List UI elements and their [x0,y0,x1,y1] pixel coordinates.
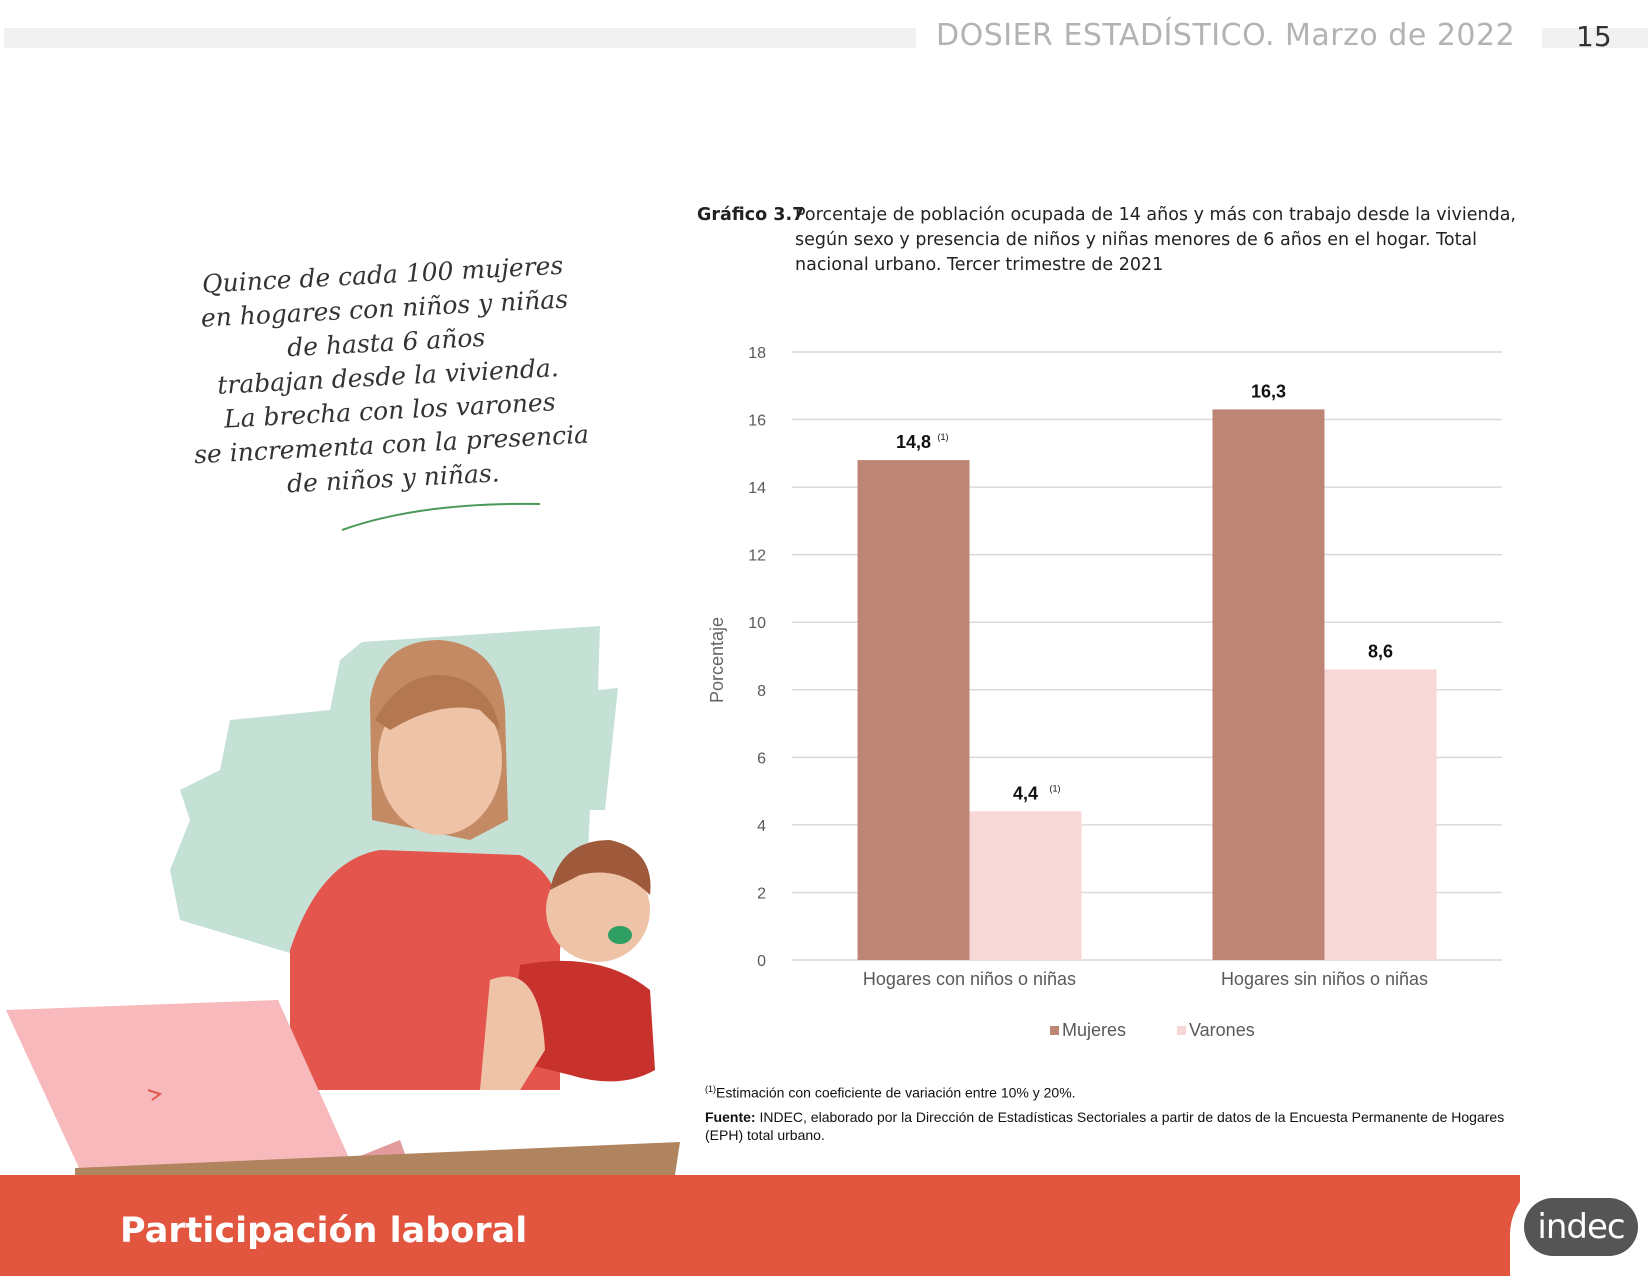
data-label: 14,8 [896,432,931,452]
y-tick-label: 10 [748,615,766,632]
data-label: 4,4 [1013,783,1038,803]
y-tick-label: 18 [748,345,766,362]
section-title: Participación laboral [120,1211,528,1251]
y-tick-label: 12 [748,548,766,565]
y-tick-label: 14 [748,480,766,497]
legend-swatch-mujeres [1050,1026,1059,1035]
quote-underline [341,502,541,531]
document-title: DOSIER ESTADÍSTICO. Marzo de 2022 [936,18,1516,53]
data-label: 16,3 [1251,381,1286,401]
source-label: Fuente: [705,1108,756,1125]
bar-varones [1324,669,1437,960]
legend-label: Mujeres [1062,1020,1126,1040]
legend-swatch-varones [1177,1026,1186,1035]
y-tick-label: 2 [757,885,766,902]
chart-caption-text: Porcentaje de población ocupada de 14 añ… [795,205,1516,275]
bar-chart: 0 2 4 6 8 10 12 14 16 18 Porcentaje 14,8 (1) 4,4 (1) Ho… [707,345,1502,1040]
x-category-label: Hogares con niños o niñas [863,969,1076,989]
bar-varones [969,811,1082,960]
chart-caption: Gráfico 3.7 Porcentaje de población ocup… [697,203,1527,278]
y-tick-label: 0 [757,953,766,970]
y-tick-label: 6 [757,750,766,767]
indec-logo: indec [1524,1198,1638,1256]
footnote-mark: (1) [705,1084,716,1094]
page-number: 15 [1576,20,1612,53]
footnote-text: Estimación con coeficiente de variación … [716,1084,1076,1101]
y-tick-label: 8 [757,683,766,700]
header-bar-left [4,28,916,48]
header-bar-right [1542,28,1648,48]
footer-band: Participación laboral [0,1175,1520,1276]
bar-mujeres [1212,409,1325,960]
x-category-label: Hogares sin niños o niñas [1221,969,1428,989]
y-tick-label: 4 [757,818,766,835]
mother-baby-laptop-illustration [6,626,680,1175]
y-tick-label: 16 [748,413,766,430]
data-label-note: (1) [938,432,949,442]
handwritten-quote: Quince de cada 100 mujeres en hogares co… [182,248,594,507]
chart-number: Gráfico 3.7 [697,205,805,225]
bar-mujeres [857,460,970,960]
data-label-note: (1) [1050,783,1061,793]
source-text: INDEC, elaborado por la Dirección de Est… [705,1108,1505,1143]
legend-label: Varones [1189,1020,1255,1040]
data-label: 8,6 [1368,642,1393,662]
chart-notes: (1)Estimación con coeficiente de variaci… [705,1080,1535,1144]
y-axis-label: Porcentaje [707,617,727,703]
